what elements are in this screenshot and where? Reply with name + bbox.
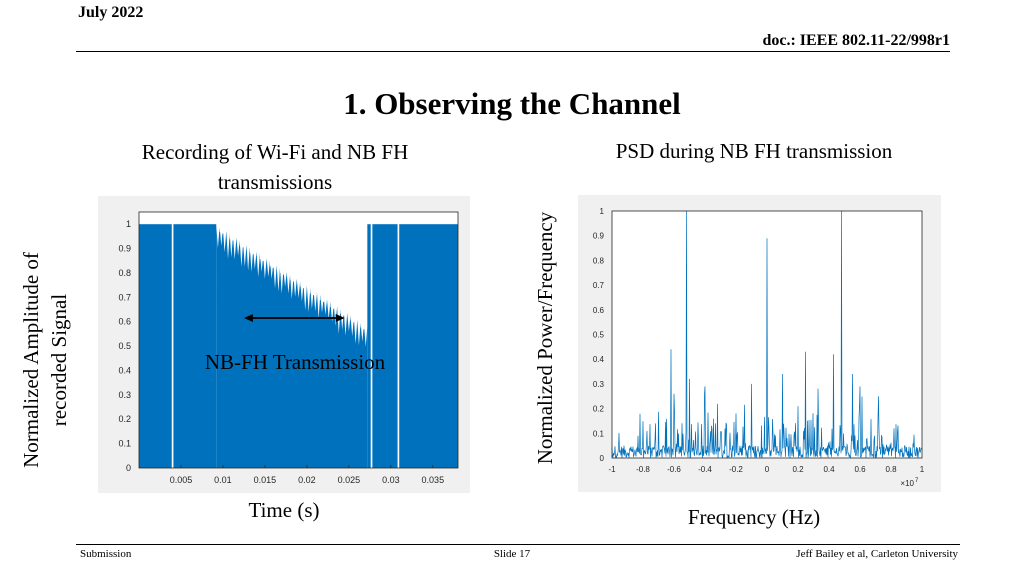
x-tick-label: -0.6 bbox=[667, 465, 681, 474]
x-tick-label: 0.01 bbox=[214, 475, 232, 485]
y-tick-label: 0.1 bbox=[593, 429, 605, 438]
header-doc-id: doc.: IEEE 802.11-22/998r1 bbox=[762, 32, 950, 49]
x-tick-label: 0.8 bbox=[885, 465, 897, 474]
psd-figure: 0 0.1 0.2 0.3 0.4 0.5 0.6 0.7 0.8 0.9 1 -1 -0.8 -0.6 -… bbox=[578, 195, 941, 492]
time-domain-chart: 0 0.1 0.2 0.3 0.4 0.5 0.6 0.7 0.8 0.9 1 0.005 0.01 0.… bbox=[118, 211, 459, 485]
right-chart-ylabel: Normalized Power/Frequency bbox=[530, 180, 560, 496]
nbfh-annotation: NB-FH Transmission bbox=[204, 350, 386, 374]
right-chart-subtitle: PSD during NB FH transmission bbox=[615, 139, 893, 163]
x-tick-label: 0 bbox=[765, 465, 770, 474]
x-tick-label: 0.02 bbox=[298, 475, 316, 485]
header-date: July 2022 bbox=[78, 4, 144, 21]
nbfh-arrow-left-head bbox=[243, 314, 253, 322]
x-exponent-power: 7 bbox=[915, 478, 919, 484]
x-exponent-base: ×10 bbox=[900, 479, 914, 488]
x-tick-label: 0.035 bbox=[422, 475, 445, 485]
slide-title: 1. Observing the Channel bbox=[343, 86, 681, 121]
y-tick-label: 0 bbox=[126, 463, 131, 473]
wifi-burst-0 bbox=[139, 224, 172, 468]
y-tick-label: 0 bbox=[600, 454, 605, 463]
y-tick-label: 0.7 bbox=[118, 292, 131, 302]
y-tick-label: 0.5 bbox=[118, 341, 131, 351]
y-tick-label: 0.3 bbox=[118, 390, 131, 400]
wifi-burst-1 bbox=[173, 224, 217, 468]
right-ylabel-text: Normalized Power/Frequency bbox=[533, 211, 557, 465]
x-tick-label: -0.8 bbox=[636, 465, 650, 474]
left-ylabel-text: Normalized Amplitude of recorded Signal bbox=[19, 252, 71, 468]
y-tick-label: 1 bbox=[600, 207, 605, 216]
x-tick-label: 0.005 bbox=[170, 475, 193, 485]
wifi-burst-2 bbox=[367, 224, 371, 468]
y-tick-label: 0.8 bbox=[593, 256, 605, 265]
nbfh-arrow-right-head bbox=[335, 314, 345, 322]
x-tick-label: 0.03 bbox=[382, 475, 400, 485]
wifi-burst-3 bbox=[372, 224, 398, 468]
y-tick-label: 0.6 bbox=[118, 317, 131, 327]
x-tick-label: -0.4 bbox=[698, 465, 712, 474]
y-tick-label: 0.2 bbox=[593, 405, 605, 414]
y-tick-label: 0.9 bbox=[118, 244, 131, 254]
time-domain-figure: 0 0.1 0.2 0.3 0.4 0.5 0.6 0.7 0.8 0.9 1 0.005 0.01 0.… bbox=[98, 196, 470, 493]
y-tick-label: 0.3 bbox=[593, 380, 605, 389]
wifi-burst-4 bbox=[399, 224, 458, 468]
psd-chart: 0 0.1 0.2 0.3 0.4 0.5 0.6 0.7 0.8 0.9 1 -1 -0.8 -0.6 -… bbox=[593, 207, 925, 488]
x-tick-label: 0.4 bbox=[823, 465, 835, 474]
x-tick-label: 0.2 bbox=[792, 465, 804, 474]
footer-author: Jeff Bailey et al, Carleton University bbox=[796, 548, 958, 560]
footer-slide-number: Slide 17 bbox=[493, 548, 531, 560]
left-chart-ylabel: Normalized Amplitude of recorded Signal bbox=[16, 226, 74, 494]
y-tick-label: 0.1 bbox=[118, 439, 131, 449]
y-tick-label: 0.7 bbox=[593, 281, 605, 290]
psd-series-line bbox=[611, 210, 923, 459]
y-tick-label: 0.9 bbox=[593, 232, 605, 241]
right-chart-xlabel: Frequency (Hz) bbox=[687, 505, 821, 529]
x-tick-label: -1 bbox=[608, 465, 616, 474]
y-tick-label: 0.5 bbox=[593, 331, 605, 340]
footer-divider bbox=[76, 544, 960, 545]
y-tick-label: 0.4 bbox=[593, 355, 605, 364]
y-tick-label: 0.8 bbox=[118, 268, 131, 278]
header-divider bbox=[76, 51, 950, 52]
x-tick-label: 0.6 bbox=[854, 465, 866, 474]
y-tick-label: 0.4 bbox=[118, 365, 131, 375]
y-tick-label: 0.2 bbox=[118, 414, 131, 424]
left-chart-subtitle: Recording of Wi-Fi and NB FH transmissio… bbox=[141, 140, 409, 194]
x-tick-label: 0.015 bbox=[254, 475, 277, 485]
x-tick-label: -0.2 bbox=[729, 465, 743, 474]
plot-frame bbox=[138, 211, 459, 469]
y-tick-label: 0.6 bbox=[593, 306, 605, 315]
plot-frame bbox=[611, 210, 923, 459]
footer-submission: Submission bbox=[80, 548, 132, 560]
y-tick-label: 1 bbox=[126, 219, 131, 229]
nbfh-signal bbox=[216, 224, 368, 468]
left-chart-xlabel: Time (s) bbox=[248, 498, 320, 522]
x-tick-label: 1 bbox=[920, 465, 925, 474]
x-tick-label: 0.025 bbox=[338, 475, 361, 485]
